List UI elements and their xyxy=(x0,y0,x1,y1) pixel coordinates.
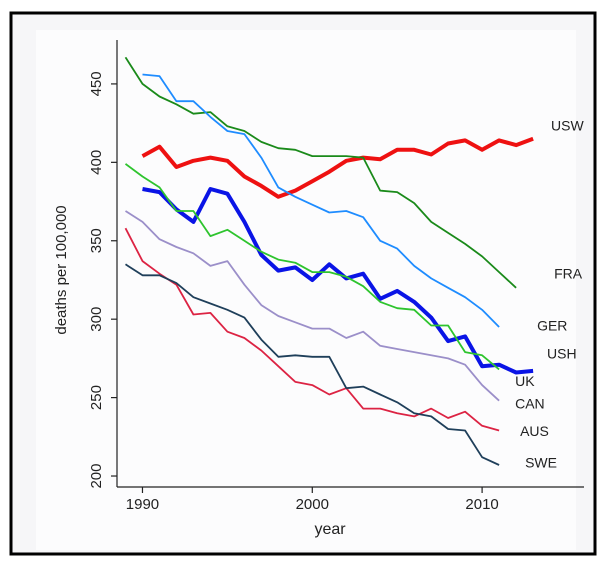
series-line xyxy=(124,227,500,432)
x-tick-label: 1990 xyxy=(126,496,159,513)
series-label: FRA xyxy=(554,266,583,282)
series-line xyxy=(125,263,500,466)
plot-background xyxy=(36,30,576,550)
series-label: GER xyxy=(537,318,567,334)
y-tick-label: 400 xyxy=(88,150,105,175)
series-label: AUS xyxy=(520,423,549,439)
series-line xyxy=(141,136,534,199)
x-axis-title: year xyxy=(314,521,346,538)
y-tick-label: 350 xyxy=(88,228,105,253)
x-tick-label: 2010 xyxy=(465,496,498,513)
series-label: USH xyxy=(547,346,577,362)
series-line xyxy=(142,73,500,328)
series-line xyxy=(124,163,500,371)
x-tick-label: 2000 xyxy=(296,496,329,513)
series-label: UK xyxy=(515,373,535,389)
y-tick-label: 300 xyxy=(88,307,105,332)
y-axis-title: deaths per 100,000 xyxy=(53,205,70,334)
y-tick-label: 450 xyxy=(88,71,105,96)
series-label: CAN xyxy=(515,395,545,411)
series-line xyxy=(124,56,517,289)
series-line xyxy=(142,187,534,375)
y-tick-label: 250 xyxy=(88,385,105,410)
series-line xyxy=(125,210,500,402)
y-tick-label: 200 xyxy=(88,464,105,489)
series-label: USW xyxy=(551,118,584,134)
series-label: SWE xyxy=(525,455,557,471)
